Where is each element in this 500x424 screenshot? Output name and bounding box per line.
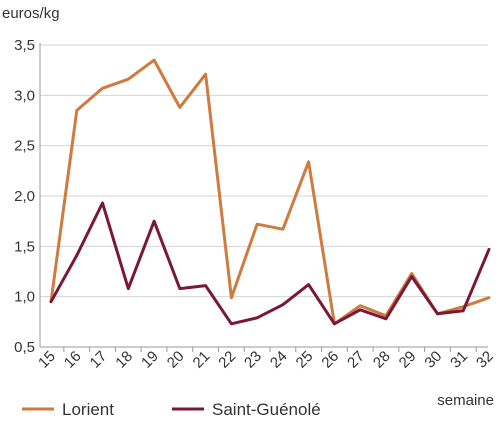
y-tick-label: 2,5 bbox=[14, 138, 35, 155]
y-tick-label: 2,0 bbox=[14, 188, 35, 205]
legend-label: Lorient bbox=[62, 400, 114, 419]
legend: Lorient Saint-Guénolé bbox=[22, 400, 321, 419]
y-tick-label: 0,5 bbox=[14, 339, 35, 356]
y-tick-label: 3,0 bbox=[14, 87, 35, 104]
y-axis-ticks: 0,5 1,0 1,5 2,0 2,5 3,0 3,5 bbox=[14, 37, 35, 356]
series-line-1 bbox=[49, 201, 491, 326]
series-line-0 bbox=[49, 58, 491, 326]
y-tick-label: 3,5 bbox=[14, 37, 35, 54]
y-tick-label: 1,0 bbox=[14, 289, 35, 306]
x-tick-label: 15 bbox=[35, 348, 59, 372]
x-axis-ticks: 15 16 17 18 19 20 21 22 23 24 25 26 27 28 29 30 31 32 bbox=[35, 347, 497, 372]
y-tick-label: 1,5 bbox=[14, 238, 35, 255]
gridlines bbox=[39, 43, 488, 348]
y-axis-unit-label: euros/kg bbox=[2, 5, 60, 22]
x-axis-unit-label: semaine bbox=[437, 392, 494, 409]
legend-label: Saint-Guénolé bbox=[212, 400, 321, 419]
series-lines bbox=[49, 58, 491, 326]
